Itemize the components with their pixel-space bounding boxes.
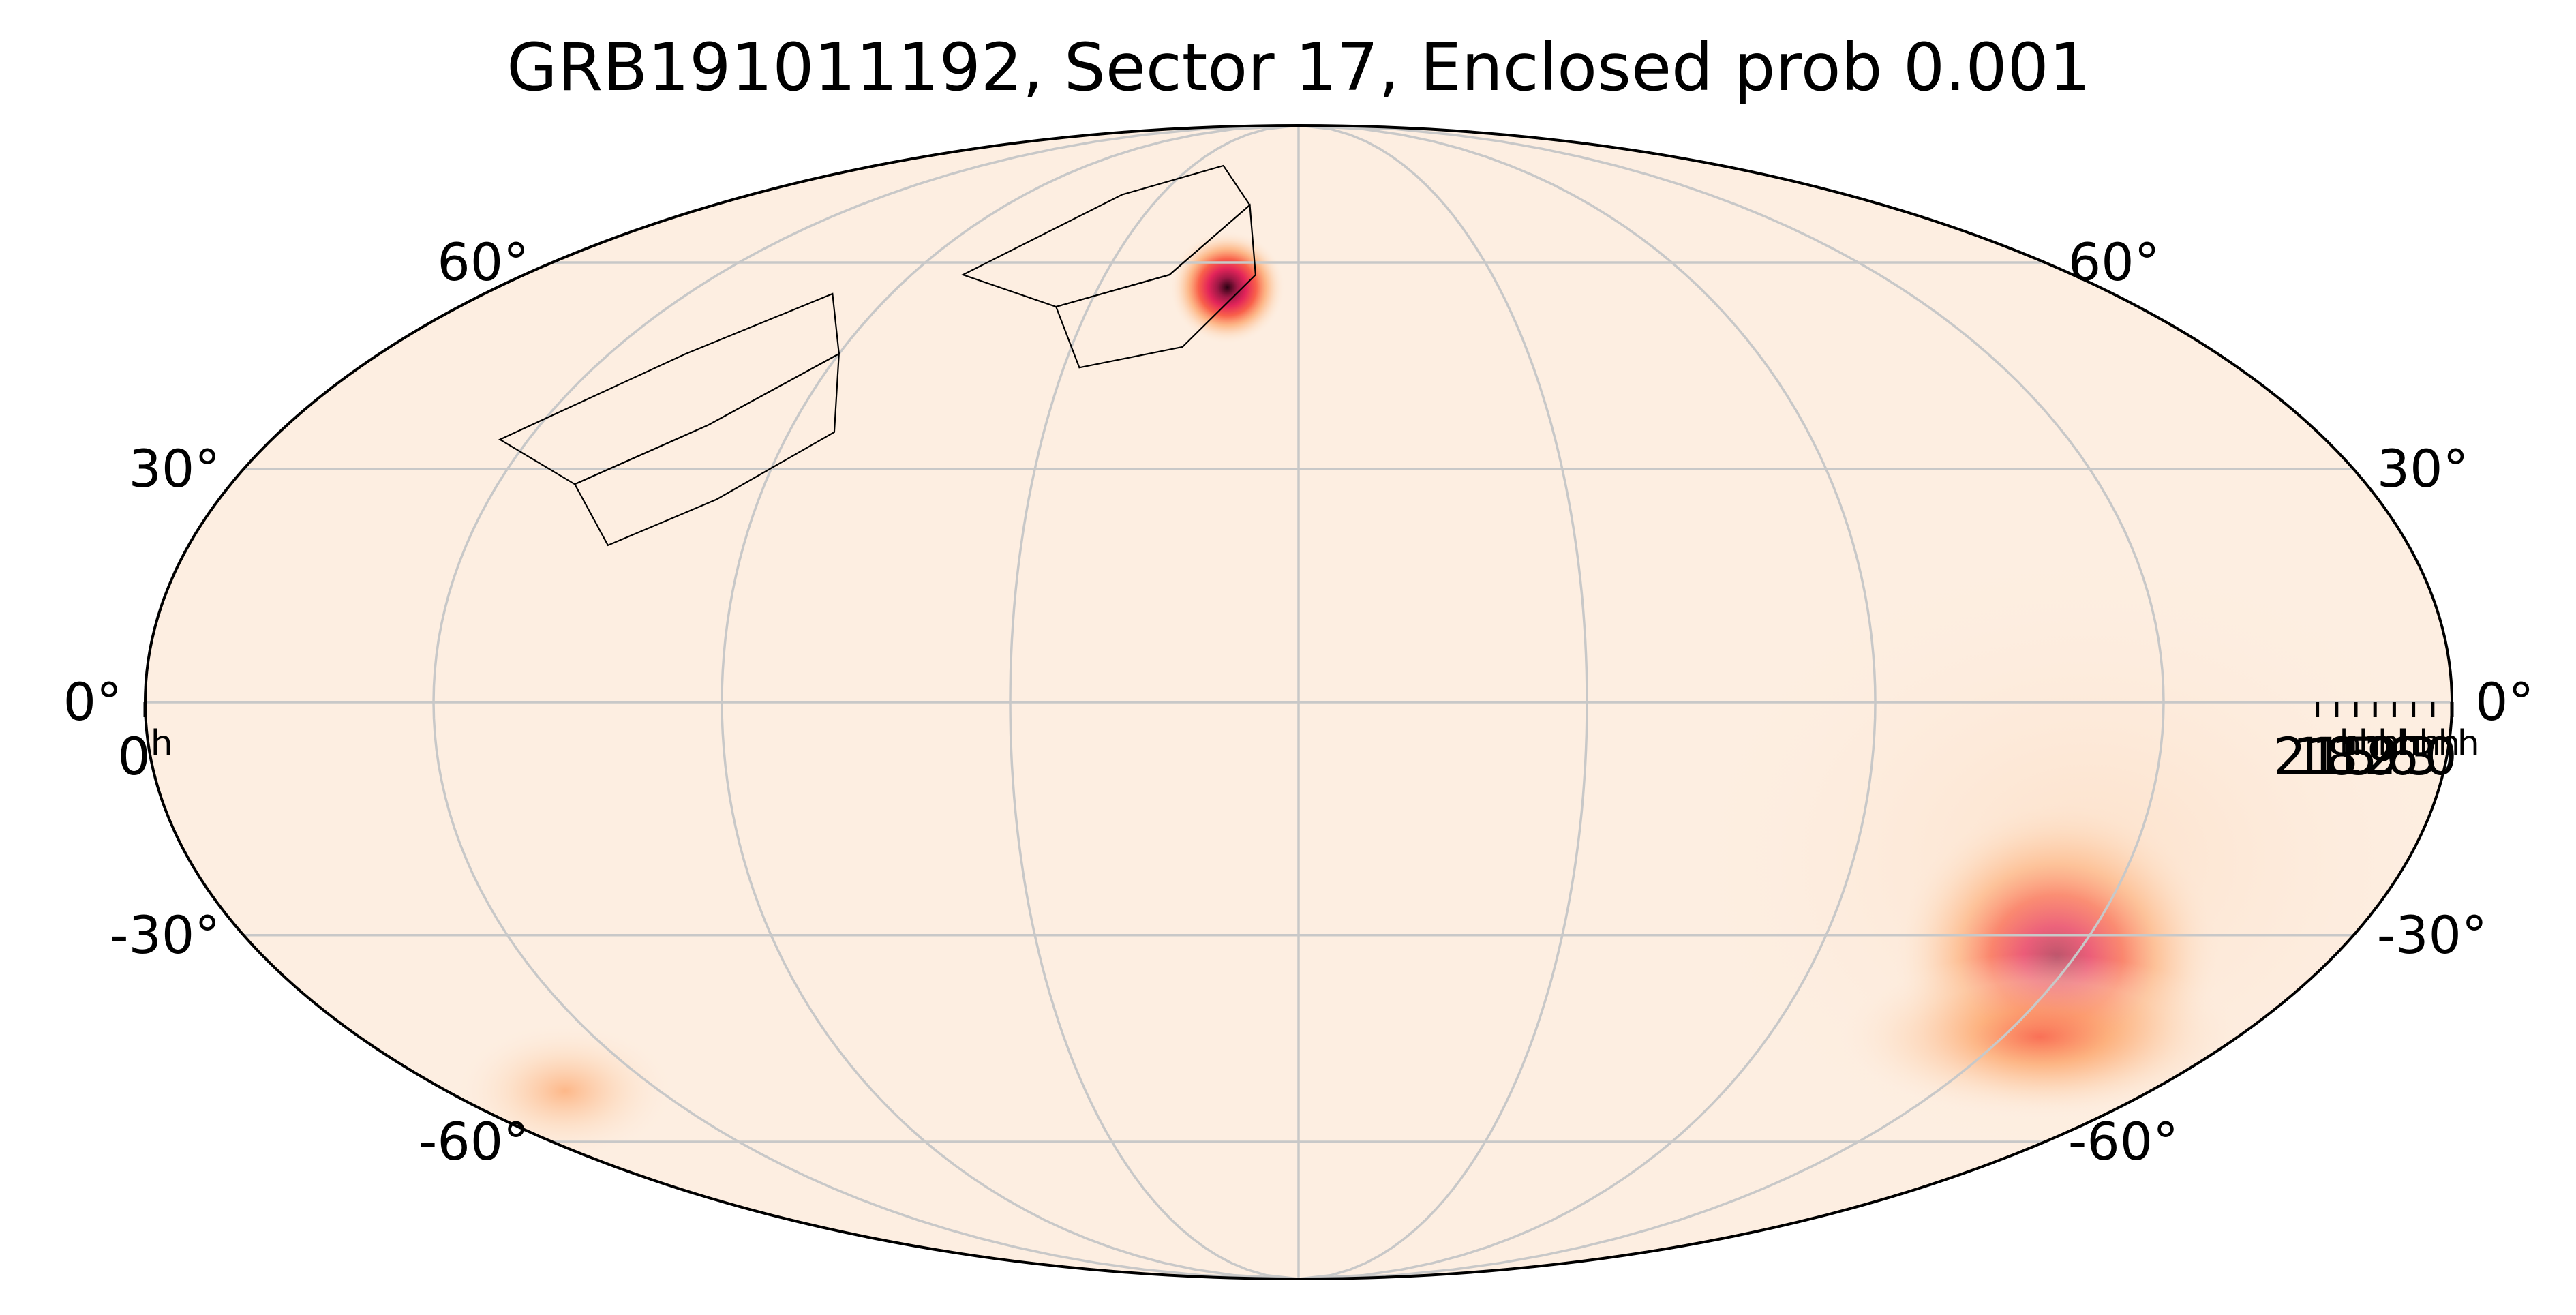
dec-tick-label-right: 60° <box>2068 232 2160 292</box>
dec-tick-label-left: 30° <box>128 438 220 499</box>
sector-footprints <box>498 164 1257 547</box>
dec-tick-label-right: -60° <box>2068 1111 2179 1172</box>
ra-tick-label: 0h <box>2424 723 2479 787</box>
camera-footprint <box>573 352 840 547</box>
map-body <box>144 124 2453 1280</box>
dec-tick-label-right: -30° <box>2377 905 2487 965</box>
dec-tick-label-left: -60° <box>419 1111 529 1172</box>
probability-region <box>1169 230 1286 345</box>
dec-tick-label-left: 60° <box>437 232 529 292</box>
ra-tick-label: 0h <box>117 723 172 787</box>
dec-tick-label-left: 0° <box>63 671 122 732</box>
dec-tick-label-right: 0° <box>2475 671 2534 732</box>
dec-tick-label-left: -30° <box>110 905 220 965</box>
camera-footprint <box>1055 203 1257 369</box>
probability-region <box>1671 533 2452 1185</box>
map-title: GRB191011192, Sector 17, Enclosed prob 0… <box>506 29 2091 106</box>
dec-tick-label-right: 30° <box>2377 438 2469 499</box>
